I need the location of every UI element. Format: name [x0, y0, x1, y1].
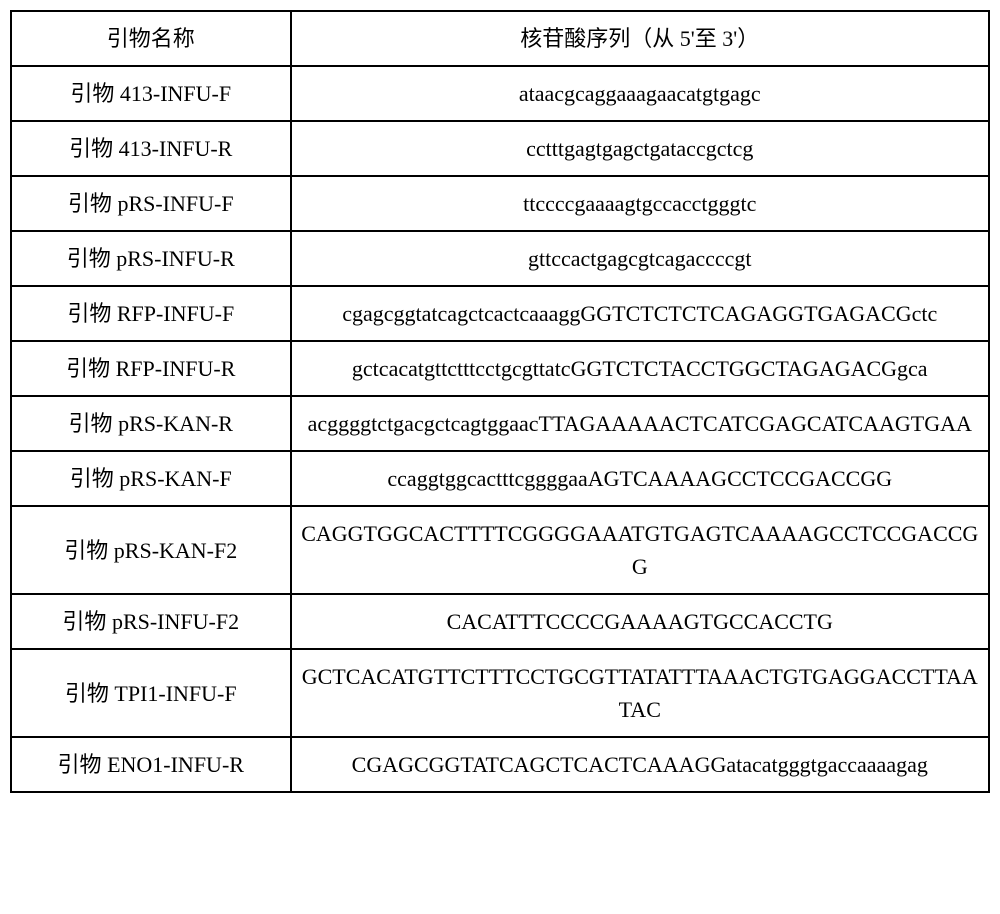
table-header-row: 引物名称 核苷酸序列（从 5'至 3'） — [11, 11, 989, 66]
primer-table: 引物名称 核苷酸序列（从 5'至 3'） 引物 413-INFU-F ataac… — [10, 10, 990, 793]
table-row: 引物 RFP-INFU-F cgagcggtatcagctcactcaaaggG… — [11, 286, 989, 341]
primer-name: 引物 RFP-INFU-F — [11, 286, 291, 341]
primer-name: 引物 ENO1-INFU-R — [11, 737, 291, 792]
primer-sequence: CAGGTGGCACTTTTCGGGGAAATGTGAGTCAAAAGCCTCC… — [291, 506, 989, 594]
table-row: 引物 pRS-KAN-F ccaggtggcactttcggggaaAGTCAA… — [11, 451, 989, 506]
table-row: 引物 pRS-INFU-R gttccactgagcgtcagaccccgt — [11, 231, 989, 286]
primer-sequence: ataacgcaggaaagaacatgtgagc — [291, 66, 989, 121]
primer-name: 引物 413-INFU-R — [11, 121, 291, 176]
table-row: 引物 413-INFU-R cctttgagtgagctgataccgctcg — [11, 121, 989, 176]
primer-sequence: ttccccgaaaagtgccacctgggtc — [291, 176, 989, 231]
primer-name: 引物 pRS-KAN-F2 — [11, 506, 291, 594]
primer-sequence: gttccactgagcgtcagaccccgt — [291, 231, 989, 286]
table-row: 引物 pRS-KAN-R acggggtctgacgctcagtggaacTTA… — [11, 396, 989, 451]
primer-name: 引物 RFP-INFU-R — [11, 341, 291, 396]
table-row: 引物 pRS-KAN-F2 CAGGTGGCACTTTTCGGGGAAATGTG… — [11, 506, 989, 594]
primer-name: 引物 pRS-INFU-R — [11, 231, 291, 286]
primer-name: 引物 pRS-INFU-F2 — [11, 594, 291, 649]
table-row: 引物 RFP-INFU-R gctcacatgttctttcctgcgttatc… — [11, 341, 989, 396]
table-row: 引物 413-INFU-F ataacgcaggaaagaacatgtgagc — [11, 66, 989, 121]
primer-name: 引物 413-INFU-F — [11, 66, 291, 121]
primer-sequence: gctcacatgttctttcctgcgttatcGGTCTCTACCTGGC… — [291, 341, 989, 396]
header-name: 引物名称 — [11, 11, 291, 66]
primer-sequence: CGAGCGGTATCAGCTCACTCAAAGGatacatgggtgacca… — [291, 737, 989, 792]
primer-name: 引物 pRS-KAN-R — [11, 396, 291, 451]
primer-sequence: ccaggtggcactttcggggaaAGTCAAAAGCCTCCGACCG… — [291, 451, 989, 506]
primer-sequence: CACATTTCCCCGAAAAGTGCCACCTG — [291, 594, 989, 649]
primer-sequence: GCTCACATGTTCTTTCCTGCGTTATATTTAAACTGTGAGG… — [291, 649, 989, 737]
table-row: 引物 pRS-INFU-F2 CACATTTCCCCGAAAAGTGCCACCT… — [11, 594, 989, 649]
primer-name: 引物 TPI1-INFU-F — [11, 649, 291, 737]
header-sequence: 核苷酸序列（从 5'至 3'） — [291, 11, 989, 66]
table-row: 引物 ENO1-INFU-R CGAGCGGTATCAGCTCACTCAAAGG… — [11, 737, 989, 792]
primer-sequence: cgagcggtatcagctcactcaaaggGGTCTCTCTCAGAGG… — [291, 286, 989, 341]
primer-sequence: cctttgagtgagctgataccgctcg — [291, 121, 989, 176]
primer-name: 引物 pRS-INFU-F — [11, 176, 291, 231]
primer-sequence: acggggtctgacgctcagtggaacTTAGAAAAACTCATCG… — [291, 396, 989, 451]
table-row: 引物 pRS-INFU-F ttccccgaaaagtgccacctgggtc — [11, 176, 989, 231]
table-row: 引物 TPI1-INFU-F GCTCACATGTTCTTTCCTGCGTTAT… — [11, 649, 989, 737]
primer-name: 引物 pRS-KAN-F — [11, 451, 291, 506]
